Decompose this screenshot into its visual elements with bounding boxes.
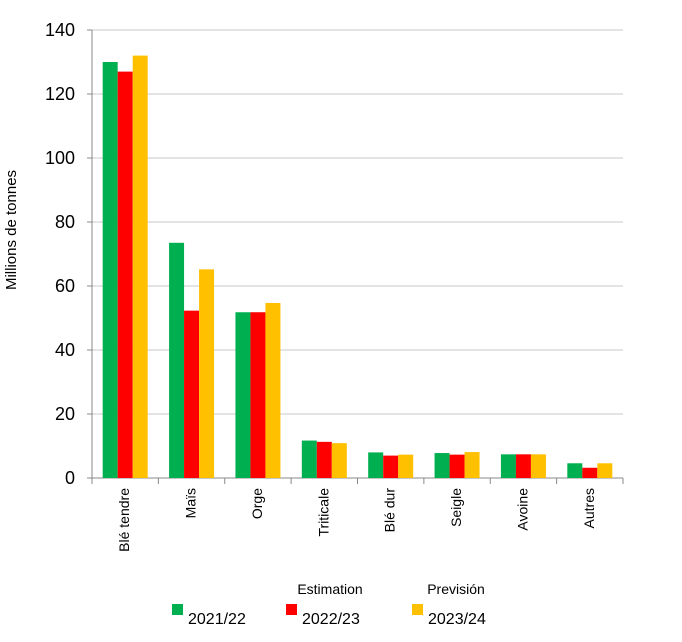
x-tick-label: Blé dur bbox=[382, 488, 398, 533]
x-tick-label: Triticale bbox=[315, 488, 331, 537]
bar bbox=[449, 454, 465, 478]
bar bbox=[235, 312, 251, 478]
legend-swatch bbox=[172, 604, 183, 615]
y-tick-label: 80 bbox=[55, 212, 75, 232]
x-tick-label: Orge bbox=[249, 488, 265, 519]
bar bbox=[515, 454, 531, 478]
legend-label: 2022/23 bbox=[302, 611, 360, 628]
bar bbox=[398, 454, 414, 478]
y-tick-label: 20 bbox=[55, 404, 75, 424]
bar bbox=[102, 62, 118, 478]
x-tick-label: Autres bbox=[581, 488, 597, 528]
x-tick-label: Avoine bbox=[514, 488, 530, 531]
bar bbox=[169, 242, 185, 478]
bar bbox=[500, 454, 516, 478]
bar bbox=[250, 312, 266, 478]
y-axis-label: Millions de tonnes bbox=[3, 170, 20, 290]
bar bbox=[530, 454, 546, 478]
bar bbox=[301, 440, 317, 478]
y-tick-label: 40 bbox=[55, 340, 75, 360]
bar bbox=[117, 71, 133, 478]
bar bbox=[383, 455, 399, 478]
legend-swatch bbox=[412, 604, 423, 615]
bar bbox=[199, 269, 215, 478]
y-tick-label: 100 bbox=[45, 148, 75, 168]
y-tick-label: 120 bbox=[45, 84, 75, 104]
bar bbox=[132, 55, 148, 478]
x-tick-label: Seigle bbox=[448, 488, 464, 527]
bar bbox=[434, 453, 450, 478]
bar bbox=[567, 463, 583, 478]
legend-label: 2023/24 bbox=[428, 611, 486, 628]
legend-note: Previsión bbox=[427, 581, 485, 597]
bar bbox=[464, 452, 480, 478]
legend-note: Estimation bbox=[297, 581, 362, 597]
x-tick-label: Blé tendre bbox=[116, 488, 132, 552]
bar bbox=[184, 310, 200, 478]
y-tick-label: 0 bbox=[65, 468, 75, 488]
bar bbox=[331, 443, 347, 478]
legend-label: 2021/22 bbox=[188, 611, 246, 628]
x-tick-label: Maïs bbox=[183, 488, 199, 518]
bar bbox=[265, 302, 281, 478]
y-tick-label: 60 bbox=[55, 276, 75, 296]
bar bbox=[597, 463, 613, 478]
y-tick-label: 140 bbox=[45, 20, 75, 40]
bar bbox=[368, 452, 384, 478]
bar bbox=[316, 441, 332, 478]
bar bbox=[582, 467, 598, 478]
legend-swatch bbox=[286, 604, 297, 615]
